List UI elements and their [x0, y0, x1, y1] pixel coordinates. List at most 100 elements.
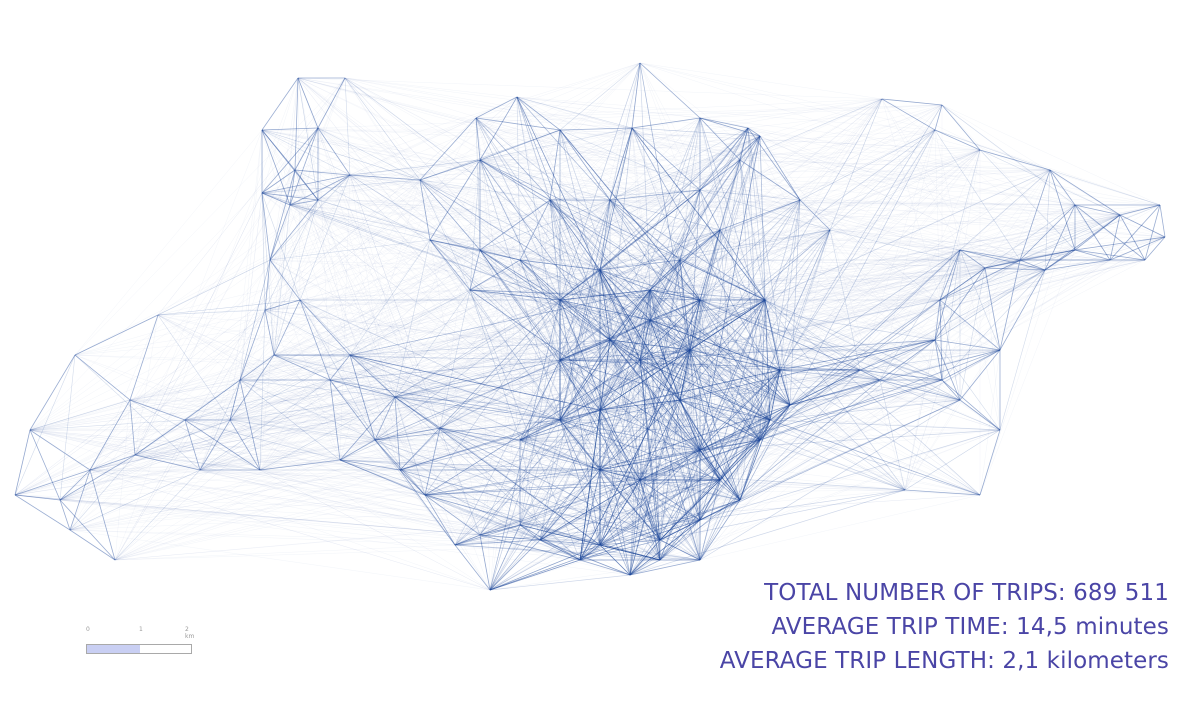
- trip-line: [559, 419, 601, 546]
- trip-line: [559, 229, 721, 361]
- trip-line: [549, 199, 581, 561]
- trip-line: [259, 469, 491, 591]
- trip-line: [699, 127, 749, 521]
- trip-line: [454, 544, 701, 561]
- trip-line: [289, 204, 981, 496]
- trip-line: [424, 494, 541, 541]
- trip-line: [649, 189, 701, 321]
- trip-line: [699, 369, 861, 451]
- trip-line: [89, 449, 701, 471]
- trip-line: [689, 349, 771, 421]
- trip-line: [374, 439, 426, 496]
- trip-line: [516, 96, 561, 361]
- trip-line: [559, 299, 661, 561]
- trip-line: [269, 259, 641, 481]
- trip-line: [114, 469, 201, 561]
- trip-line: [489, 524, 521, 591]
- trip-line: [659, 229, 721, 541]
- trip-line: [939, 269, 1046, 301]
- trip-line: [829, 229, 1046, 271]
- trip-line: [519, 349, 691, 441]
- trip-line: [59, 259, 1146, 501]
- trip-line: [479, 479, 721, 536]
- trip-line: [679, 169, 1051, 401]
- trip-line: [259, 469, 661, 561]
- trip-line: [349, 96, 518, 176]
- trip-line: [329, 379, 481, 536]
- trip-line: [297, 77, 319, 129]
- trip-line: [261, 169, 296, 194]
- trip-line: [689, 299, 766, 351]
- trip-line: [539, 419, 771, 541]
- trip-line: [699, 117, 936, 341]
- trip-line: [639, 62, 691, 351]
- trip-line: [317, 127, 1001, 431]
- trip-line: [259, 239, 431, 471]
- trip-line: [261, 129, 291, 206]
- trip-line: [959, 269, 1046, 401]
- trip-line: [89, 469, 541, 541]
- trip-line: [134, 239, 431, 456]
- trip-line: [269, 259, 541, 541]
- trip-line: [394, 396, 426, 496]
- trip-line: [699, 299, 936, 341]
- trip-line: [609, 229, 831, 341]
- trip-line: [349, 249, 961, 356]
- trip-line: [559, 349, 691, 361]
- trip-line: [394, 396, 601, 411]
- trip-line: [659, 236, 1166, 541]
- trip-line: [599, 299, 701, 546]
- trip-line: [339, 199, 611, 461]
- trip-line: [349, 104, 943, 176]
- trip-line: [479, 534, 491, 591]
- trip-line: [699, 399, 961, 451]
- trip-line: [269, 199, 611, 261]
- trip-line: [344, 77, 351, 176]
- trip-line: [329, 379, 741, 501]
- trip-line: [879, 339, 936, 381]
- trip-line: [759, 349, 1001, 441]
- trip-line: [519, 299, 766, 441]
- trip-line: [979, 149, 1121, 216]
- trip-line: [269, 259, 401, 471]
- trip-line: [579, 439, 761, 561]
- trip-line: [439, 427, 701, 561]
- trip-line: [699, 299, 721, 481]
- trip-line: [759, 369, 781, 441]
- trip-line: [489, 349, 691, 591]
- trip-line: [649, 135, 761, 321]
- trip-line: [519, 259, 781, 371]
- trip-line: [599, 419, 771, 546]
- trip-line: [516, 96, 611, 341]
- trip-line: [14, 494, 61, 501]
- trip-line: [629, 449, 701, 576]
- trip-line: [699, 204, 1076, 561]
- trip-line: [1049, 169, 1076, 206]
- trip-line: [599, 469, 721, 481]
- trip-line: [454, 534, 481, 546]
- trip-line: [29, 359, 641, 431]
- trip-line: [29, 354, 76, 431]
- trip-line: [941, 149, 981, 381]
- trip-line: [599, 229, 721, 471]
- trip-line: [519, 199, 551, 526]
- trip-line: [539, 289, 651, 541]
- trip-line: [599, 269, 701, 301]
- trip-line: [599, 229, 831, 271]
- trip-line: [599, 319, 651, 411]
- trip-line: [273, 354, 981, 496]
- trip-line: [639, 359, 661, 561]
- trip-line: [599, 409, 631, 576]
- trip-line: [59, 499, 456, 546]
- trip-line: [349, 289, 651, 356]
- trip-line: [74, 129, 263, 356]
- trip-line: [479, 519, 701, 536]
- trip-line: [779, 369, 881, 381]
- trip-line: [259, 236, 1166, 471]
- trip-line: [609, 199, 701, 561]
- trip-line: [475, 117, 691, 351]
- trip-line: [779, 369, 961, 401]
- trip-line: [424, 479, 641, 496]
- trip-line: [339, 396, 396, 461]
- trip-line: [599, 229, 831, 411]
